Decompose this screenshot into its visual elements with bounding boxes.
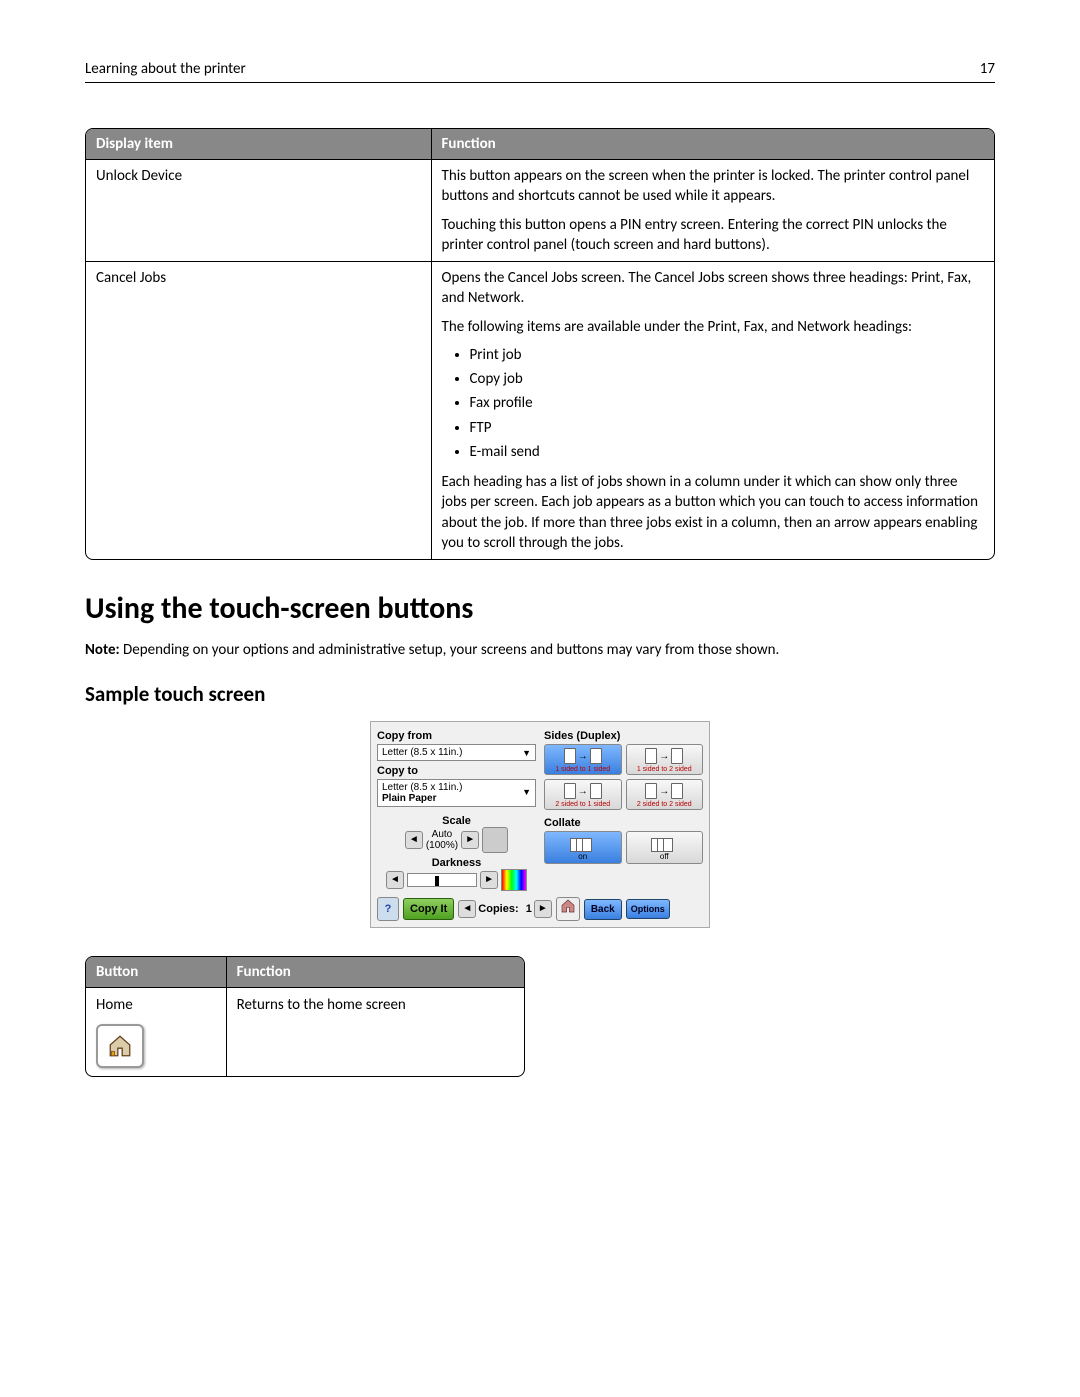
scale-decrease-button[interactable]: ◄ bbox=[405, 831, 423, 849]
copy-to-label: Copy to bbox=[377, 765, 536, 777]
page-number: 17 bbox=[980, 60, 995, 78]
button-function-table: Button Function Home Returns to the home… bbox=[85, 956, 525, 1077]
list-item: E-mail send bbox=[470, 442, 984, 462]
darkness-decrease-button[interactable]: ◄ bbox=[386, 871, 404, 889]
cell-function: Opens the Cancel Jobs screen. The Cancel… bbox=[431, 262, 994, 560]
page-header: Learning about the printer 17 bbox=[85, 60, 995, 83]
home-icon bbox=[106, 1033, 134, 1059]
copy-from-label: Copy from bbox=[377, 730, 536, 742]
note-label: Note: bbox=[85, 641, 120, 659]
chevron-down-icon: ▼ bbox=[522, 788, 531, 798]
col-function2: Function bbox=[226, 957, 524, 988]
col-display-item: Display item bbox=[86, 129, 431, 160]
scale-increase-button[interactable]: ► bbox=[461, 831, 479, 849]
scale-label: Scale bbox=[377, 815, 536, 827]
cell-item: Cancel Jobs bbox=[86, 262, 431, 560]
color-icon[interactable] bbox=[501, 869, 527, 891]
content-icon[interactable] bbox=[482, 827, 508, 853]
copies-value: 1 bbox=[526, 903, 532, 915]
header-title: Learning about the printer bbox=[85, 60, 246, 78]
list-item: Copy job bbox=[470, 369, 984, 389]
scale-auto: Auto bbox=[426, 829, 458, 840]
copies-decrease-button[interactable]: ◄ bbox=[458, 900, 476, 918]
bullet-list: Print job Copy job Fax profile FTP E-mai… bbox=[442, 345, 984, 462]
back-button[interactable]: Back bbox=[584, 899, 622, 920]
para: The following items are available under … bbox=[442, 317, 984, 337]
help-button[interactable]: ? bbox=[377, 897, 399, 921]
list-item: FTP bbox=[470, 418, 984, 438]
sides-label: Sides (Duplex) bbox=[544, 730, 703, 742]
copy-from-select[interactable]: Letter (8.5 x 11in.) ▼ bbox=[377, 744, 536, 761]
note-line: Note: Depending on your options and admi… bbox=[85, 641, 995, 659]
darkness-slider[interactable] bbox=[407, 873, 477, 887]
copies-control: ◄ Copies: 1 ► bbox=[458, 900, 552, 918]
copies-increase-button[interactable]: ► bbox=[534, 900, 552, 918]
collate-label: Collate bbox=[544, 817, 703, 829]
options-button[interactable]: Options bbox=[626, 899, 670, 919]
collate-on-button[interactable]: on bbox=[544, 831, 622, 864]
para: Touching this button opens a PIN entry s… bbox=[442, 215, 984, 256]
subsection-heading: Sample touch screen bbox=[85, 681, 995, 707]
darkness-increase-button[interactable]: ► bbox=[480, 871, 498, 889]
touchscreen-sample: Copy from Letter (8.5 x 11in.) ▼ Copy to… bbox=[370, 721, 710, 928]
copy-to-select[interactable]: Letter (8.5 x 11in.) Plain Paper ▼ bbox=[377, 779, 536, 807]
duplex-2to1-button[interactable]: → 2 sided to 1 sided bbox=[544, 779, 622, 810]
darkness-label: Darkness bbox=[377, 857, 536, 869]
copy-to-value-line1: Letter (8.5 x 11in.) bbox=[382, 782, 462, 793]
list-item: Fax profile bbox=[470, 393, 984, 413]
scale-block: Scale ◄ Auto (100%) ► Darkness ◄ ► bbox=[377, 815, 536, 891]
cell-button: Home bbox=[86, 988, 226, 1077]
cell-function: This button appears on the screen when t… bbox=[431, 160, 994, 262]
scale-pct: (100%) bbox=[426, 840, 458, 851]
note-text: Depending on your options and administra… bbox=[120, 641, 780, 659]
duplex-1to2-button[interactable]: → 1 sided to 2 sided bbox=[626, 744, 704, 775]
copy-from-value: Letter (8.5 x 11in.) bbox=[382, 747, 462, 758]
list-item: Print job bbox=[470, 345, 984, 365]
para: Each heading has a list of jobs shown in… bbox=[442, 472, 984, 553]
para: Opens the Cancel Jobs screen. The Cancel… bbox=[442, 268, 984, 309]
table-row: Home Returns to the home screen bbox=[86, 988, 524, 1077]
chevron-down-icon: ▼ bbox=[522, 748, 531, 758]
copies-label: Copies: bbox=[478, 903, 518, 915]
col-button: Button bbox=[86, 957, 226, 988]
table-row: Unlock Device This button appears on the… bbox=[86, 160, 994, 262]
home-icon bbox=[560, 898, 576, 914]
duplex-2to2-button[interactable]: → 2 sided to 2 sided bbox=[626, 779, 704, 810]
home-button[interactable] bbox=[556, 897, 580, 921]
section-heading: Using the touch-screen buttons bbox=[85, 590, 995, 627]
cell-function2: Returns to the home screen bbox=[226, 988, 524, 1077]
button-name: Home bbox=[96, 996, 133, 1014]
para: This button appears on the screen when t… bbox=[442, 166, 984, 207]
table-row: Cancel Jobs Opens the Cancel Jobs screen… bbox=[86, 262, 994, 560]
col-function: Function bbox=[431, 129, 994, 160]
duplex-1to1-button[interactable]: → 1 sided to 1 sided bbox=[544, 744, 622, 775]
copy-to-value-line2: Plain Paper bbox=[382, 793, 436, 804]
display-item-table: Display item Function Unlock Device This… bbox=[85, 128, 995, 560]
home-icon-box bbox=[96, 1024, 144, 1068]
cell-item: Unlock Device bbox=[86, 160, 431, 262]
copy-it-button[interactable]: Copy It bbox=[403, 898, 454, 920]
collate-off-button[interactable]: off bbox=[626, 831, 704, 864]
